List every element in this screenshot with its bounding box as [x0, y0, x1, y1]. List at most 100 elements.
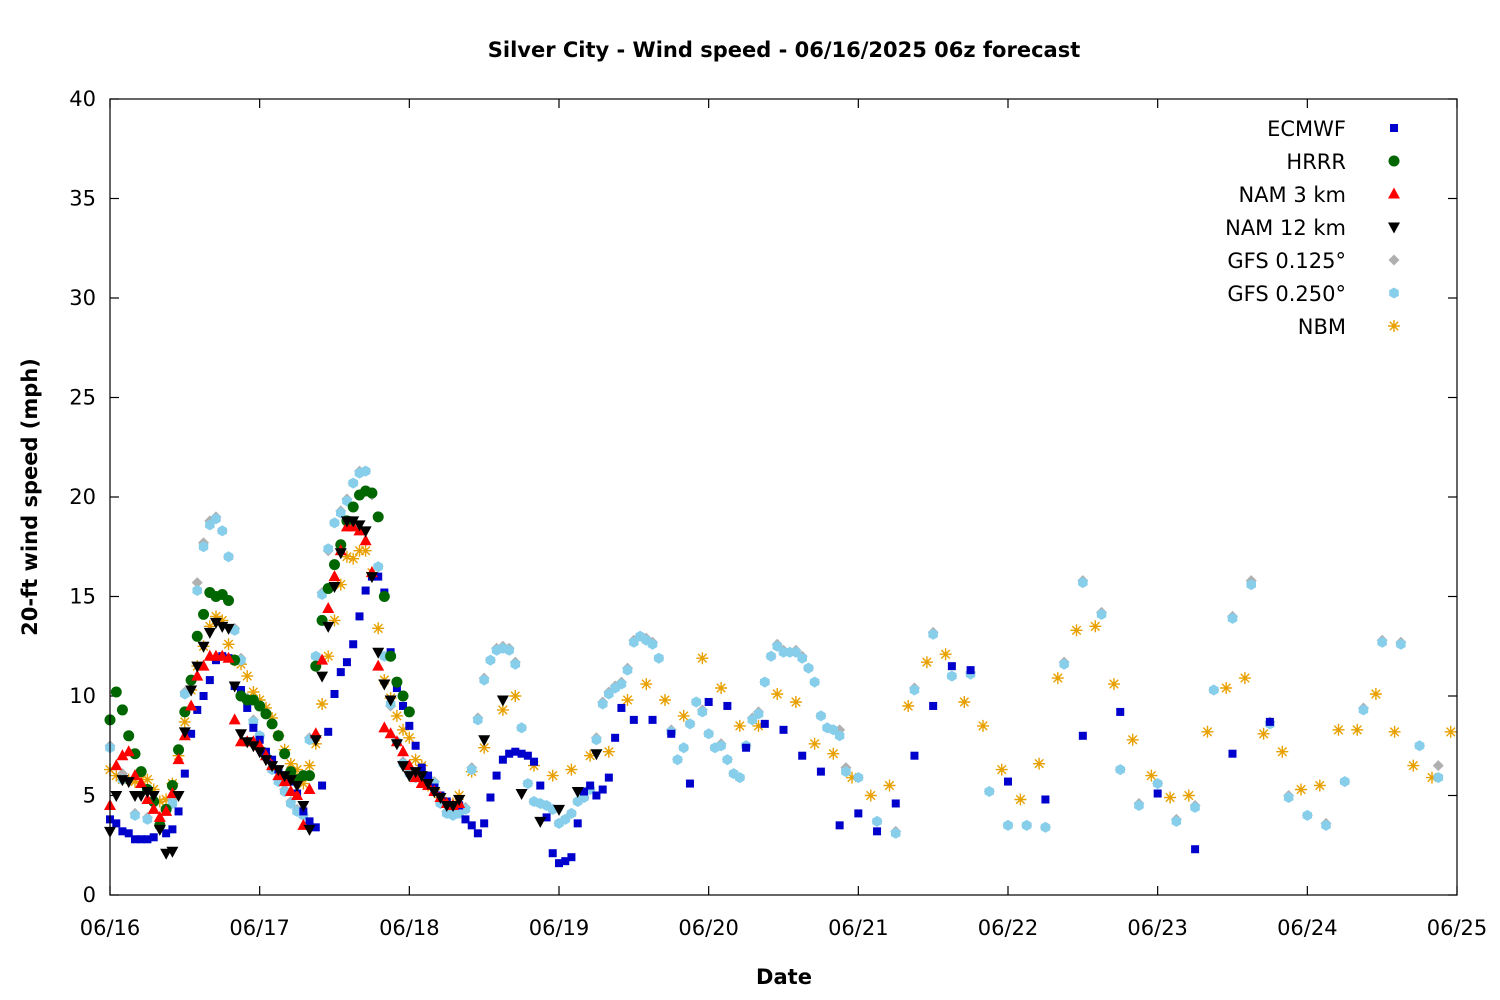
data-point: [222, 638, 235, 651]
data-point: [555, 859, 563, 868]
data-point: [347, 552, 360, 565]
data-point: [704, 697, 713, 706]
data-point: [279, 748, 291, 760]
data-point: [523, 778, 533, 790]
data-point: [409, 767, 422, 779]
data-point: [254, 700, 266, 712]
data-point: [130, 835, 139, 844]
data-point: [147, 783, 160, 796]
data-point: [485, 654, 496, 666]
x-tick-label: 06/25: [1427, 916, 1488, 940]
data-point: [141, 773, 154, 786]
data-point: [334, 578, 347, 591]
data-point: [405, 721, 414, 730]
x-tick-label: 06/20: [678, 916, 739, 940]
data-point: [1358, 704, 1369, 716]
data-point: [411, 741, 420, 750]
data-point: [180, 688, 190, 700]
data-point: [1295, 783, 1307, 796]
data-point: [193, 705, 202, 714]
data-point: [160, 793, 173, 806]
data-points: [104, 465, 1457, 868]
data-point: [422, 779, 435, 791]
x-tick-label: 06/18: [379, 916, 440, 940]
data-point: [1051, 672, 1064, 685]
data-point: [742, 743, 751, 752]
data-point: [360, 465, 371, 477]
data-point: [266, 718, 278, 730]
data-point: [1227, 612, 1238, 624]
data-point: [305, 817, 314, 826]
data-point: [415, 771, 428, 783]
data-point: [1108, 678, 1120, 691]
data-point: [1351, 723, 1364, 736]
data-point: [403, 771, 416, 783]
data-point: [1433, 772, 1444, 784]
data-point: [247, 686, 260, 698]
data-point: [486, 793, 495, 802]
data-point: [496, 703, 509, 716]
data-point: [284, 785, 297, 797]
data-point: [259, 755, 272, 767]
data-point: [110, 769, 123, 782]
data-point: [928, 628, 938, 640]
data-point: [122, 745, 135, 757]
data-point: [789, 696, 802, 708]
data-point: [174, 807, 183, 816]
data-point: [390, 709, 403, 722]
data-point: [329, 517, 340, 529]
legend-marker: [1388, 320, 1400, 332]
data-point: [1369, 688, 1382, 700]
y-tick-label: 35: [69, 187, 96, 211]
data-point: [291, 763, 304, 776]
data-point: [173, 744, 185, 756]
data-point: [1414, 740, 1425, 752]
data-point: [1041, 795, 1050, 804]
data-point: [1171, 815, 1182, 827]
data-point: [834, 730, 845, 742]
data-point: [511, 747, 520, 756]
data-point: [561, 857, 570, 866]
data-point: [229, 654, 241, 666]
data-point: [546, 769, 559, 782]
data-point: [284, 775, 297, 787]
data-point: [586, 781, 595, 790]
data-point: [722, 754, 733, 766]
data-point: [473, 714, 483, 726]
data-point: [478, 741, 491, 754]
x-tick-label: 06/21: [828, 916, 889, 940]
data-point: [505, 749, 514, 758]
data-point: [116, 749, 129, 761]
data-point: [467, 821, 476, 830]
data-point: [322, 601, 335, 613]
plot-frame: [109, 98, 1458, 896]
data-point: [1209, 684, 1219, 696]
data-point: [303, 783, 316, 795]
data-point: [372, 511, 384, 523]
data-point: [149, 833, 158, 842]
data-point: [137, 835, 146, 844]
data-point: [234, 729, 247, 741]
data-point: [716, 740, 726, 752]
data-point: [453, 794, 466, 806]
data-point: [168, 825, 177, 834]
data-point: [604, 773, 613, 782]
data-point: [753, 708, 764, 720]
legend-label: ECMWF: [1267, 117, 1346, 141]
data-point: [947, 662, 956, 671]
data-point: [548, 849, 557, 858]
axis-ticks: 06/16 06/17 06/18 06/19 06/20 06/21 06/22 06/23…: [69, 87, 1487, 940]
data-point: [428, 787, 441, 799]
x-tick-label: 06/19: [529, 916, 590, 940]
data-point: [316, 653, 329, 665]
data-point: [328, 570, 341, 582]
data-point: [1003, 819, 1013, 831]
data-point: [891, 799, 900, 808]
data-point: [703, 728, 714, 740]
data-point: [873, 827, 882, 836]
data-point: [286, 798, 296, 809]
data-point: [667, 729, 676, 738]
data-point: [374, 572, 383, 581]
data-point: [1182, 789, 1195, 802]
data-point: [909, 684, 920, 696]
